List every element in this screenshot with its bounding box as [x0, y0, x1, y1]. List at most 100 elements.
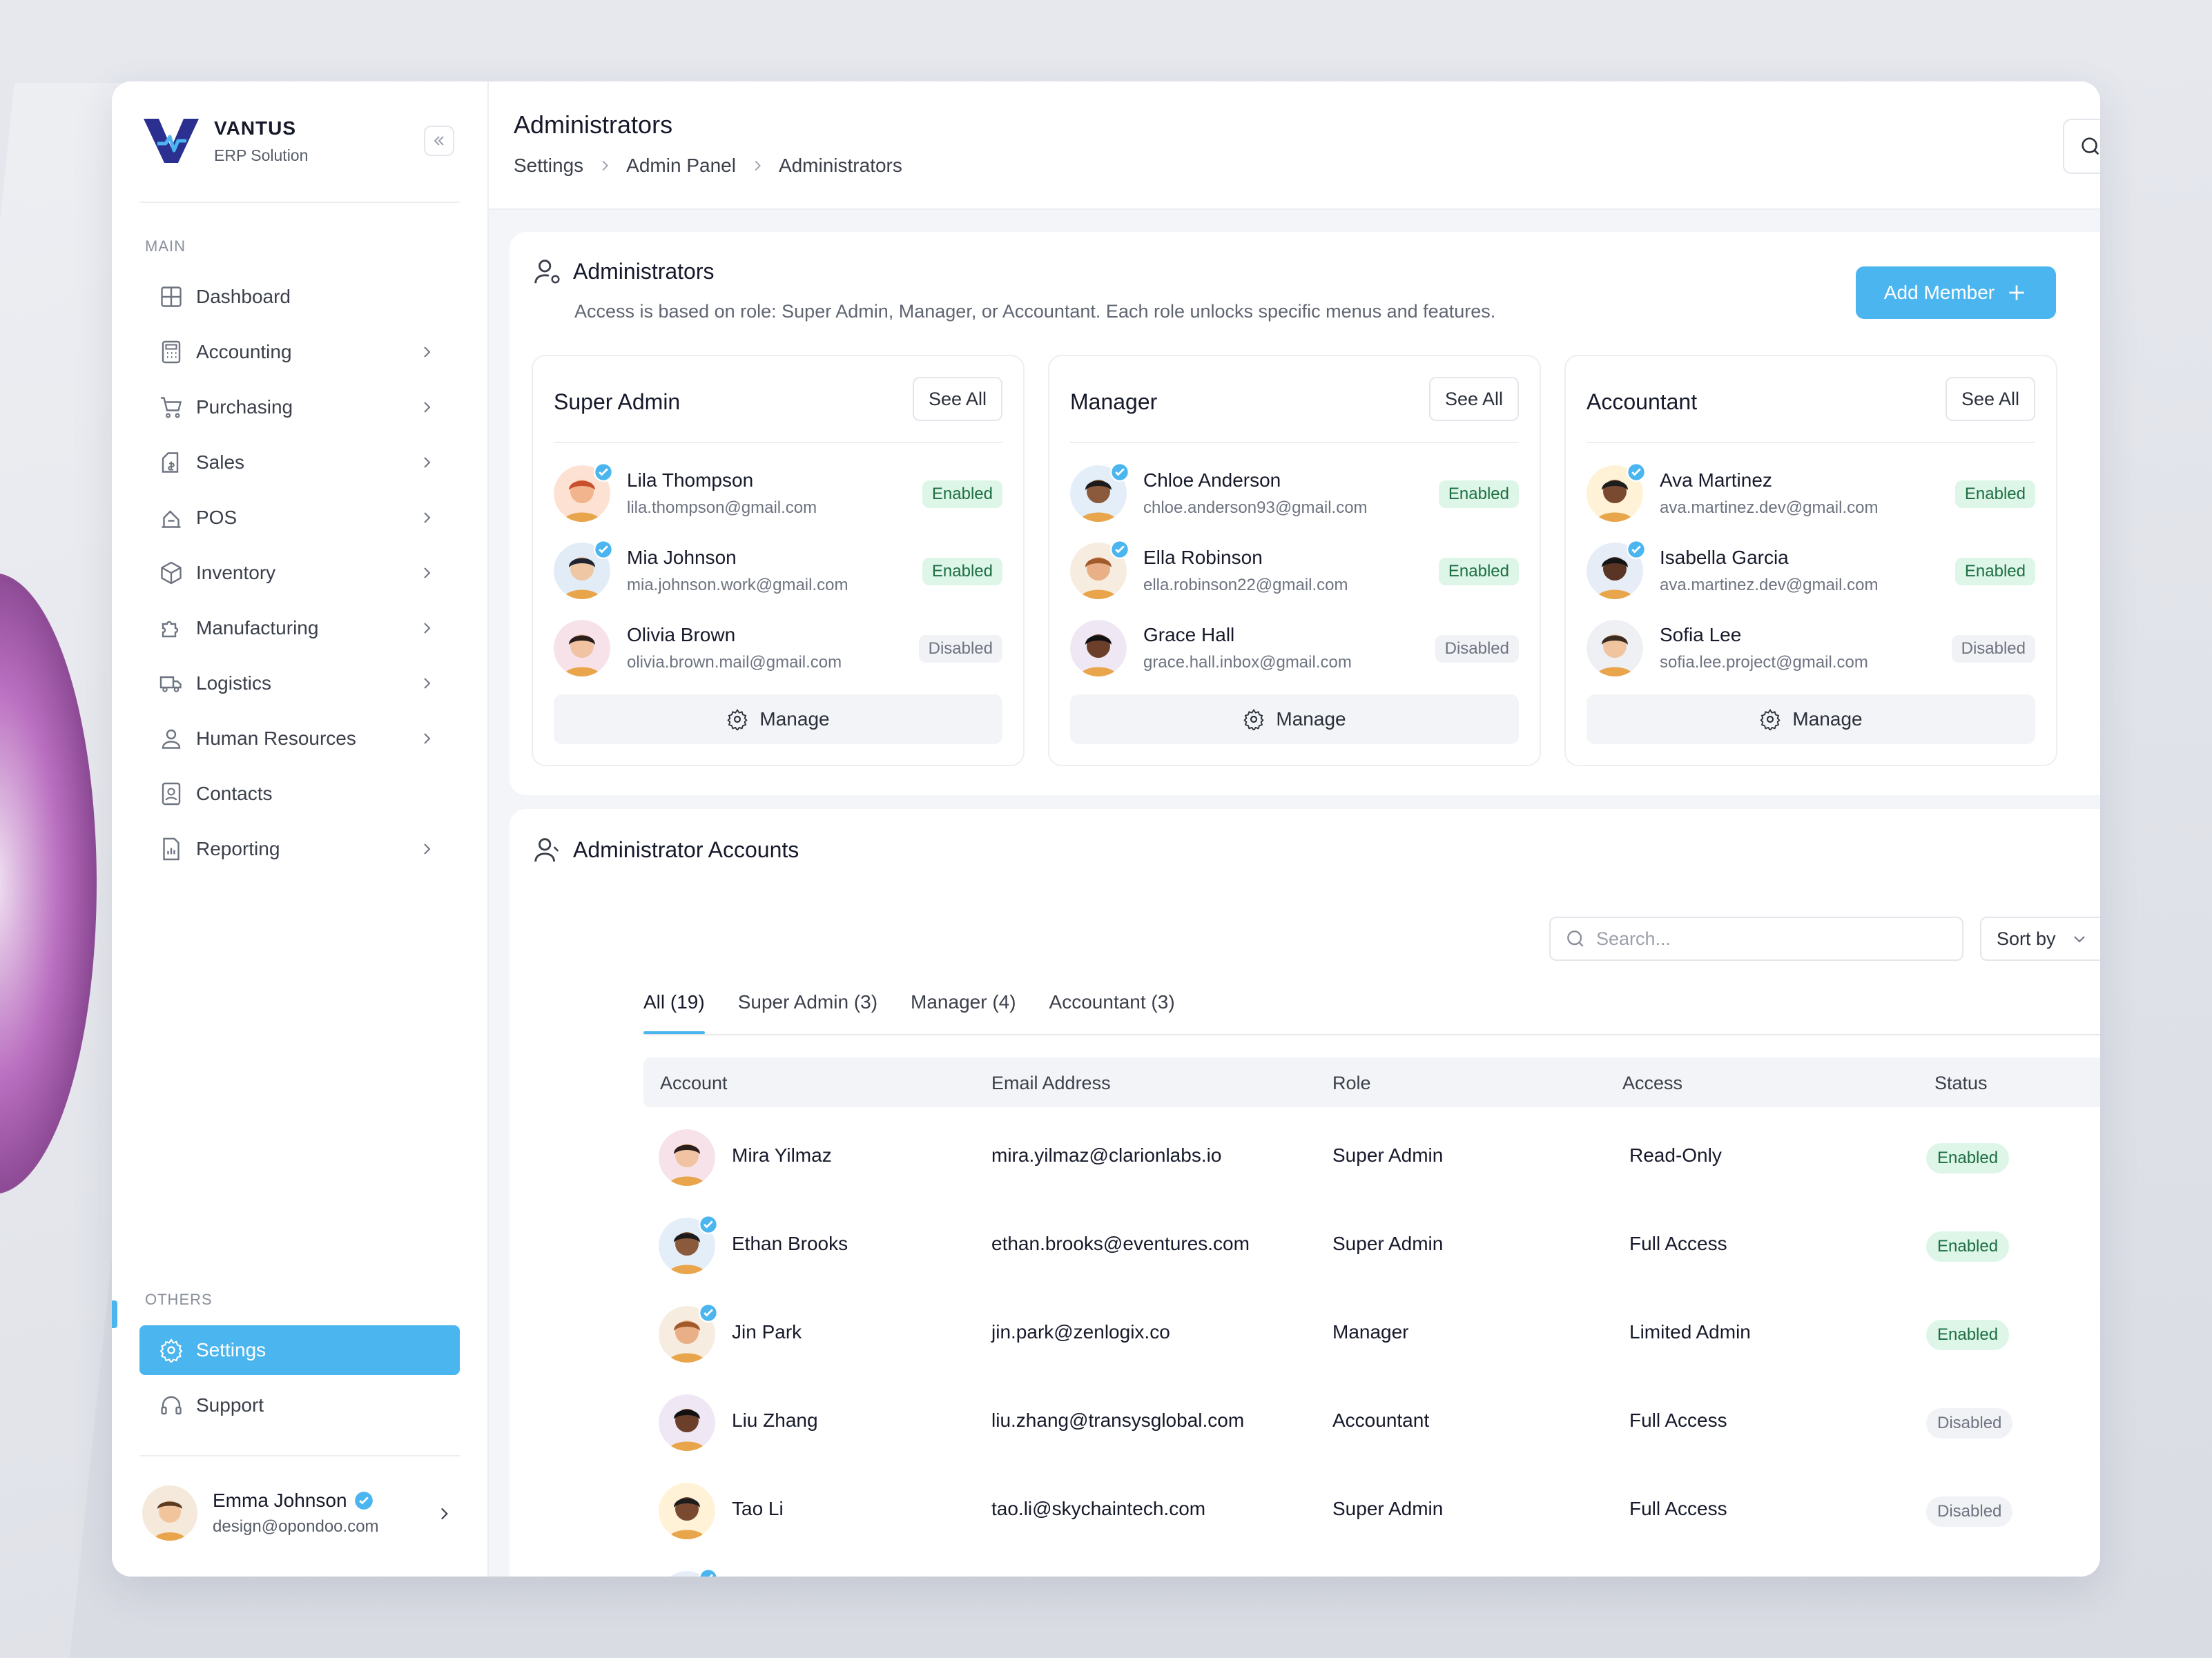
member-item[interactable]: Sofia Lee sofia.lee.project@gmail.com Disa…	[1587, 617, 2035, 679]
contacts-icon	[162, 782, 181, 806]
sidebar-item-contacts[interactable]: Contacts	[139, 769, 460, 819]
sidebar-item-accounting[interactable]: Accounting	[139, 327, 460, 377]
administrators-card-title: Administrators	[573, 258, 715, 284]
breadcrumb-item-settings[interactable]: Settings	[514, 155, 584, 176]
table-row[interactable]: Tao Li tao.li@skychaintech.com Super Admin…	[643, 1466, 2100, 1554]
member-email: mia.johnson.work@gmail.com	[627, 576, 848, 594]
tab-accountant[interactable]: Accountant (3)	[1049, 991, 1175, 1013]
member-email: sofia.lee.project@gmail.com	[1660, 653, 1868, 672]
verified-icon	[1110, 540, 1129, 559]
tab-super-admin[interactable]: Super Admin (3)	[737, 991, 878, 1013]
sidebar-item-pos[interactable]: POS	[139, 493, 460, 543]
member-item[interactable]: Mia Johnson mia.johnson.work@gmail.com Ena…	[554, 540, 1002, 602]
avatar	[659, 1129, 715, 1186]
member-email: grace.hall.inbox@gmail.com	[1143, 653, 1352, 672]
account-access: Read-Only	[1629, 1144, 1722, 1166]
verified-icon	[1110, 462, 1129, 482]
sidebar-item-settings[interactable]: Settings	[139, 1325, 460, 1375]
gear-icon	[1760, 708, 1781, 730]
role-card-divider	[554, 442, 1002, 443]
column-header-access[interactable]: Access	[1622, 1073, 1683, 1093]
sidebar-item-label: Purchasing	[196, 396, 293, 418]
table-row[interactable]: Sophie Kleinsophie.klein@brighmedia.comA…	[643, 1554, 2100, 1577]
status-badge: Disabled	[1926, 1408, 2013, 1438]
verified-icon	[354, 1492, 373, 1510]
column-header-account[interactable]: Account	[660, 1073, 728, 1093]
collapse-sidebar-button[interactable]	[424, 126, 454, 156]
breadcrumb-item-admin-panel[interactable]: Admin Panel	[626, 155, 736, 176]
member-item[interactable]: Lila Thompson lila.thompson@gmail.com Enab…	[554, 462, 1002, 525]
avatar	[659, 1483, 715, 1539]
brand-logo-icon	[144, 119, 199, 163]
see-all-button[interactable]: See All	[1429, 377, 1519, 421]
grid-icon	[161, 286, 182, 307]
table-row[interactable]: Jin Park jin.park@zenlogix.co Manager Limit…	[643, 1289, 2100, 1378]
account-access: Limited Admin	[1629, 1321, 1751, 1343]
member-item[interactable]: Ella Robinson ella.robinson22@gmail.com En…	[1070, 540, 1519, 602]
sidebar-item-label: Human Resources	[196, 728, 356, 749]
column-header-email[interactable]: Email Address	[991, 1073, 1111, 1093]
verified-icon	[594, 462, 613, 482]
verified-icon	[1627, 540, 1646, 559]
sidebar-item-reporting[interactable]: Reporting	[139, 824, 460, 874]
app-window: VANTUS ERP Solution MAIN Dashboard Accou…	[112, 81, 2100, 1577]
manage-button[interactable]: Manage	[1587, 694, 2035, 744]
accounts-search[interactable]	[1549, 917, 1963, 961]
manage-button[interactable]: Manage	[1070, 694, 1519, 744]
status-badge: Disabled	[918, 635, 1002, 663]
sidebar-item-label: Dashboard	[196, 286, 291, 307]
avatar	[1587, 620, 1643, 676]
account-role: Accountant	[1332, 1410, 1430, 1431]
sort-by-dropdown[interactable]: Sort by	[1980, 917, 2100, 961]
brand-subtitle: ERP Solution	[214, 146, 309, 164]
user-profile-card[interactable]: Emma Johnson design@opondoo.com	[142, 1485, 460, 1541]
avatar	[659, 1303, 718, 1363]
member-item[interactable]: Grace Hall grace.hall.inbox@gmail.com Disa…	[1070, 617, 1519, 679]
sidebar-item-support[interactable]: Support	[139, 1381, 460, 1430]
accounts-card-header: Administrator Accounts	[532, 834, 799, 866]
avatar	[659, 1215, 718, 1274]
column-header-status[interactable]: Status	[1934, 1073, 1988, 1093]
add-member-button[interactable]: Add Member	[1856, 266, 2056, 319]
member-item[interactable]: Olivia Brown olivia.brown.mail@gmail.com D…	[554, 617, 1002, 679]
sidebar-item-dashboard[interactable]: Dashboard	[139, 272, 460, 322]
brand-name: VANTUS	[214, 117, 297, 139]
sidebar-item-inventory[interactable]: Inventory	[139, 548, 460, 598]
search-button[interactable]	[2063, 119, 2100, 174]
report-icon	[163, 837, 180, 861]
truck-icon	[159, 676, 182, 692]
box-icon	[161, 561, 182, 585]
see-all-button[interactable]: See All	[913, 377, 1002, 421]
see-all-button[interactable]: See All	[1946, 377, 2035, 421]
account-role: Manager	[1332, 1321, 1409, 1343]
sidebar-item-manufacturing[interactable]: Manufacturing	[139, 603, 460, 653]
administrators-card-header: Administrators	[532, 255, 715, 287]
search-input[interactable]	[1596, 928, 1941, 950]
manage-label: Manage	[759, 708, 830, 730]
sidebar-item-purchasing[interactable]: Purchasing	[139, 382, 460, 432]
member-email: ella.robinson22@gmail.com	[1143, 576, 1348, 594]
tab-manager[interactable]: Manager (4)	[911, 991, 1016, 1013]
chevron-right-icon	[424, 402, 431, 413]
table-row[interactable]: Mira Yilmaz mira.yilmaz@clarionlabs.io Sup…	[643, 1113, 2100, 1201]
manage-button[interactable]: Manage	[554, 694, 1002, 744]
gear-icon	[1243, 708, 1265, 730]
member-item[interactable]: Chloe Anderson chloe.anderson93@gmail.com…	[1070, 462, 1519, 525]
administrators-card-description: Access is based on role: Super Admin, Ma…	[574, 301, 1496, 322]
table-row[interactable]: Liu Zhang liu.zhang@transysglobal.com Acco…	[643, 1378, 2100, 1466]
tab-all[interactable]: All (19)	[643, 984, 705, 1034]
member-email: ava.martinez.dev@gmail.com	[1660, 576, 1879, 594]
sidebar-item-sales[interactable]: Sales	[139, 438, 460, 487]
column-header-role[interactable]: Role	[1332, 1073, 1371, 1093]
verified-icon	[699, 1215, 718, 1234]
sidebar-item-logistics[interactable]: Logistics	[139, 659, 460, 708]
table-row[interactable]: Ethan Brooks ethan.brooks@eventures.com Su…	[643, 1201, 2100, 1289]
account-name: Jin Park	[732, 1321, 802, 1343]
account-email: liu.zhang@transysglobal.com	[991, 1410, 1245, 1431]
member-item[interactable]: Isabella Garcia ava.martinez.dev@gmail.co…	[1587, 540, 2035, 602]
sidebar-item-human-resources[interactable]: Human Resources	[139, 714, 460, 763]
cart-icon	[161, 397, 182, 418]
user-icon	[534, 838, 559, 862]
member-item[interactable]: Ava Martinez ava.martinez.dev@gmail.com En…	[1587, 462, 2035, 525]
person-icon	[162, 729, 181, 749]
